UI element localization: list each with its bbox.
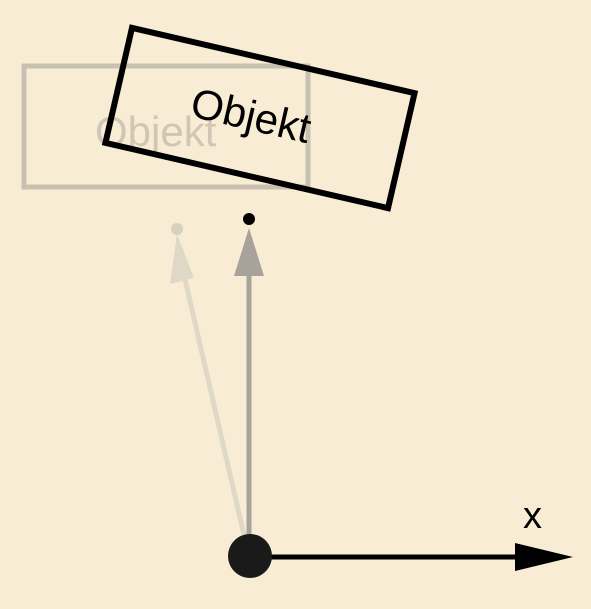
x-axis: x — [249, 495, 573, 571]
current-object-frame — [101, 24, 419, 212]
ghost-vector-tip-dot — [171, 223, 183, 235]
current-position-vector — [234, 213, 264, 548]
current-vector-arrowhead — [234, 228, 264, 276]
ghost-vector-shaft — [181, 274, 250, 549]
origin-point — [228, 534, 272, 578]
x-axis-arrowhead — [515, 543, 573, 571]
x-axis-label: x — [523, 495, 542, 537]
current-vector-tip-dot — [243, 213, 255, 225]
ghost-object-frame — [21, 63, 311, 190]
ghost-vector-arrowhead — [170, 234, 194, 284]
ghost-position-vector — [170, 223, 250, 549]
